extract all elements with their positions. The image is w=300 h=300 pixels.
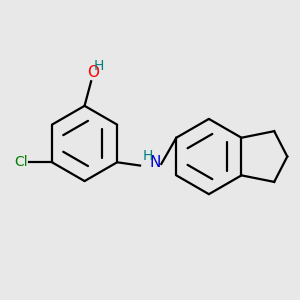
Text: H: H bbox=[143, 149, 153, 163]
Text: O: O bbox=[87, 65, 99, 80]
Text: N: N bbox=[149, 155, 160, 170]
Text: Cl: Cl bbox=[14, 155, 27, 169]
Text: H: H bbox=[94, 59, 104, 73]
